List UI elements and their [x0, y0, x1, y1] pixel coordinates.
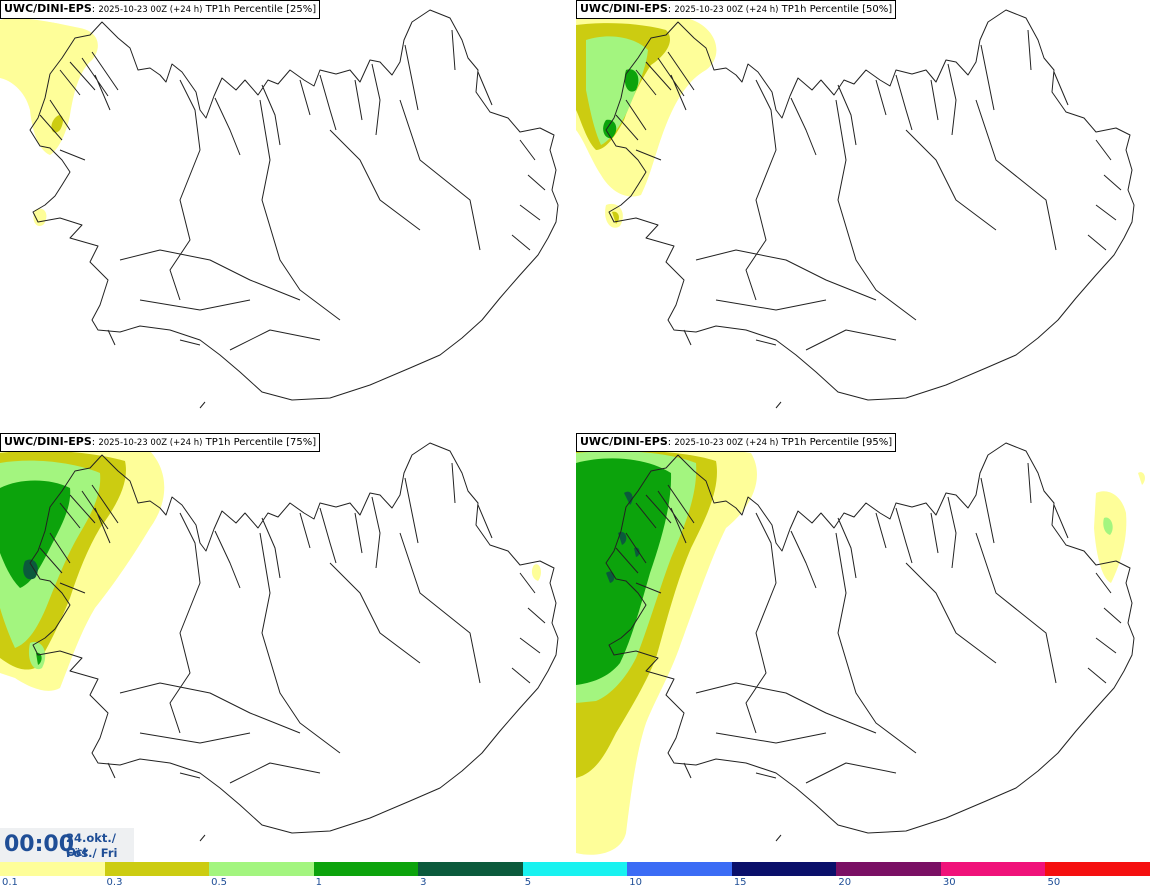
map-panel-p50: UWC/DINI-EPS: 2025-10-23 00Z (+24 h) TP1… [576, 0, 1150, 432]
map-panel-p25: UWC/DINI-EPS: 2025-10-23 00Z (+24 h) TP1… [0, 0, 574, 432]
legend-tick-label: 0.3 [106, 877, 123, 888]
panel-title: UWC/DINI-EPS: 2025-10-23 00Z (+24 h) TP1… [0, 433, 321, 452]
legend-tick-label: 0.5 [211, 877, 227, 888]
legend-tick-label: 1 [315, 877, 322, 888]
precip-map-p75 [0, 442, 559, 842]
valid-time: 00:00 [4, 832, 75, 857]
map-panel-p75: UWC/DINI-EPS: 2025-10-23 00Z (+24 h) TP1… [0, 433, 574, 865]
legend-swatch [209, 862, 314, 876]
legend-tick-label: 50 [1047, 877, 1061, 888]
legend-tick-label: 15 [733, 877, 747, 888]
legend-tick-label: 3 [420, 877, 427, 888]
panel-title: UWC/DINI-EPS: 2025-10-23 00Z (+24 h) TP1… [0, 0, 321, 19]
valid-date-line1: 24.okt./ Oct [66, 831, 116, 859]
panel-title: UWC/DINI-EPS: 2025-10-23 00Z (+24 h) TP1… [576, 0, 897, 19]
legend-tick-label: 5 [524, 877, 532, 888]
legend-swatch [0, 862, 105, 876]
legend-swatch [418, 862, 523, 876]
legend-swatch [836, 862, 941, 876]
legend-tick-label: 30 [942, 877, 956, 888]
legend-swatch [1045, 862, 1150, 876]
legend-tick-labels: 0.1 0.3 0.5 1 3 5 10 15 20 30 50 [0, 877, 1150, 891]
precip-map-p25 [0, 9, 559, 409]
legend-swatch [940, 862, 1046, 876]
legend-tick-label: 10 [629, 877, 642, 888]
legend-swatch [522, 862, 628, 876]
valid-time-box: 00:00 24.okt./ Oct Fös./ Fri [0, 828, 134, 862]
precip-map-p50 [576, 9, 1135, 409]
legend-swatch [731, 862, 837, 876]
panel-title: UWC/DINI-EPS: 2025-10-23 00Z (+24 h) TP1… [576, 433, 897, 452]
legend-tick-label: 0.1 [2, 877, 18, 888]
legend-swatch [313, 862, 419, 876]
legend-swatch [104, 862, 210, 876]
legend-swatch [627, 862, 732, 876]
precip-map-p95 [576, 442, 1145, 855]
legend-tick-label: 20 [838, 877, 852, 888]
valid-date-line2: Fös./ Fri [66, 846, 118, 860]
precip-color-legend [0, 862, 1150, 876]
map-panel-p95: UWC/DINI-EPS: 2025-10-23 00Z (+24 h) TP1… [576, 433, 1150, 865]
